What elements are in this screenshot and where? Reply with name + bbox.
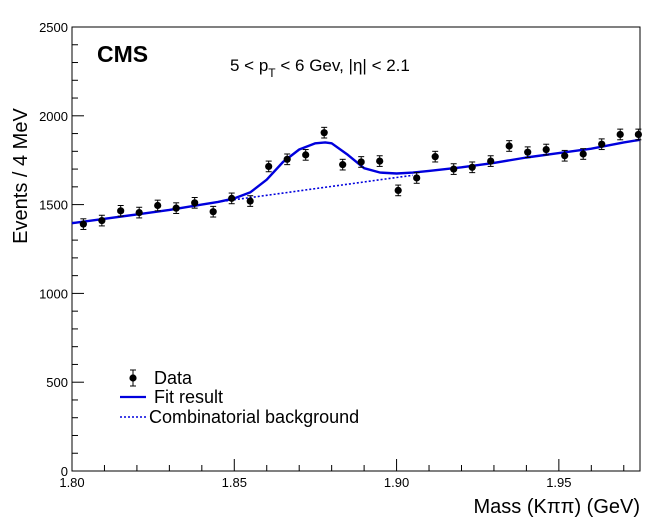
- fit-curve: [71, 138, 641, 225]
- data-marker: [413, 174, 421, 182]
- data-marker: [79, 220, 87, 228]
- data-point: [135, 206, 143, 219]
- data-marker: [98, 216, 106, 225]
- data-marker: [542, 145, 550, 154]
- data-marker: [172, 204, 180, 212]
- data-point: [339, 158, 347, 171]
- data-point: [579, 148, 587, 160]
- data-marker: [265, 162, 273, 171]
- data-point: [228, 192, 236, 205]
- data-marker: [246, 197, 254, 205]
- data-point: [542, 143, 550, 156]
- data-point: [172, 202, 180, 214]
- legend-data-label: Data: [154, 368, 193, 388]
- data-marker: [209, 208, 217, 216]
- data-marker: [524, 148, 532, 156]
- legend: Data Fit result Combinatorial background: [120, 368, 359, 427]
- data-marker: [468, 163, 476, 171]
- y-tick-label: 0: [61, 464, 68, 479]
- data-point: [413, 172, 421, 184]
- data-point: [265, 160, 273, 173]
- data-marker: [616, 130, 624, 139]
- data-marker: [154, 201, 162, 210]
- x-tick-label: 1.95: [546, 475, 571, 490]
- data-point: [283, 153, 291, 166]
- y-tick-label: 1500: [39, 198, 68, 213]
- data-marker: [579, 150, 587, 158]
- chart-marks: [71, 126, 642, 230]
- data-marker: [191, 199, 199, 207]
- y-tick-label: 500: [46, 375, 68, 390]
- data-marker: [450, 165, 458, 173]
- data-marker: [302, 151, 310, 159]
- data-marker: [634, 130, 642, 139]
- x-axis-title: Mass (Kππ) (GeV): [474, 496, 641, 518]
- data-marker: [598, 140, 606, 148]
- data-point: [191, 196, 199, 209]
- data-marker: [320, 129, 328, 137]
- data-marker: [357, 158, 365, 166]
- kinematic-label: 5 < pT < 6 Gev, |η| < 2.1: [230, 56, 410, 80]
- data-point: [246, 195, 254, 207]
- data-marker: [505, 142, 513, 150]
- cms-label: CMS: [97, 41, 148, 67]
- data-point: [598, 138, 606, 151]
- data-marker: [117, 207, 125, 215]
- x-tick-label: 1.85: [222, 475, 247, 490]
- y-tick-label: 2000: [39, 109, 68, 124]
- data-marker: [228, 194, 236, 202]
- data-point: [79, 218, 87, 230]
- data-point: [431, 150, 439, 163]
- axes: 1.80 1.85 1.90 1.95 0 500 1000 1500 2000 2500: [39, 20, 625, 490]
- data-point: [320, 126, 328, 139]
- data-point: [394, 184, 402, 197]
- data-marker: [339, 161, 347, 169]
- data-point: [302, 149, 310, 161]
- legend-data-marker: [129, 374, 137, 382]
- legend-background-label: Combinatorial background: [149, 407, 359, 427]
- data-point: [154, 199, 162, 212]
- data-point: [376, 155, 384, 167]
- data-point: [616, 128, 624, 141]
- data-point: [505, 140, 513, 152]
- kinematic-label-part2: < 6 Gev, |η| < 2.1: [276, 56, 410, 75]
- data-point: [487, 155, 495, 167]
- x-tick-label: 1.90: [384, 475, 409, 490]
- data-point: [450, 163, 458, 175]
- y-axis-title: Events / 4 MeV: [10, 108, 32, 244]
- legend-fit-label: Fit result: [154, 387, 223, 407]
- data-marker: [394, 186, 402, 194]
- data-marker: [376, 157, 384, 165]
- data-marker: [487, 157, 495, 165]
- data-marker: [431, 153, 439, 161]
- data-marker: [561, 152, 569, 160]
- data-point: [209, 205, 217, 218]
- data-point: [117, 204, 125, 217]
- x-tick-label: 1.80: [59, 475, 84, 490]
- kinematic-label-subscript: T: [268, 66, 276, 80]
- data-point: [561, 149, 569, 162]
- y-tick-label: 2500: [39, 20, 68, 35]
- data-marker: [135, 208, 143, 217]
- plot-frame: [71, 26, 641, 472]
- kinematic-label-part1: 5 < p: [230, 56, 268, 75]
- y-tick-label: 1000: [39, 286, 68, 301]
- data-point: [634, 128, 642, 141]
- data-point: [524, 146, 532, 159]
- data-marker: [283, 155, 291, 163]
- data-point: [357, 156, 365, 168]
- data-point: [98, 214, 106, 227]
- data-point: [468, 161, 476, 174]
